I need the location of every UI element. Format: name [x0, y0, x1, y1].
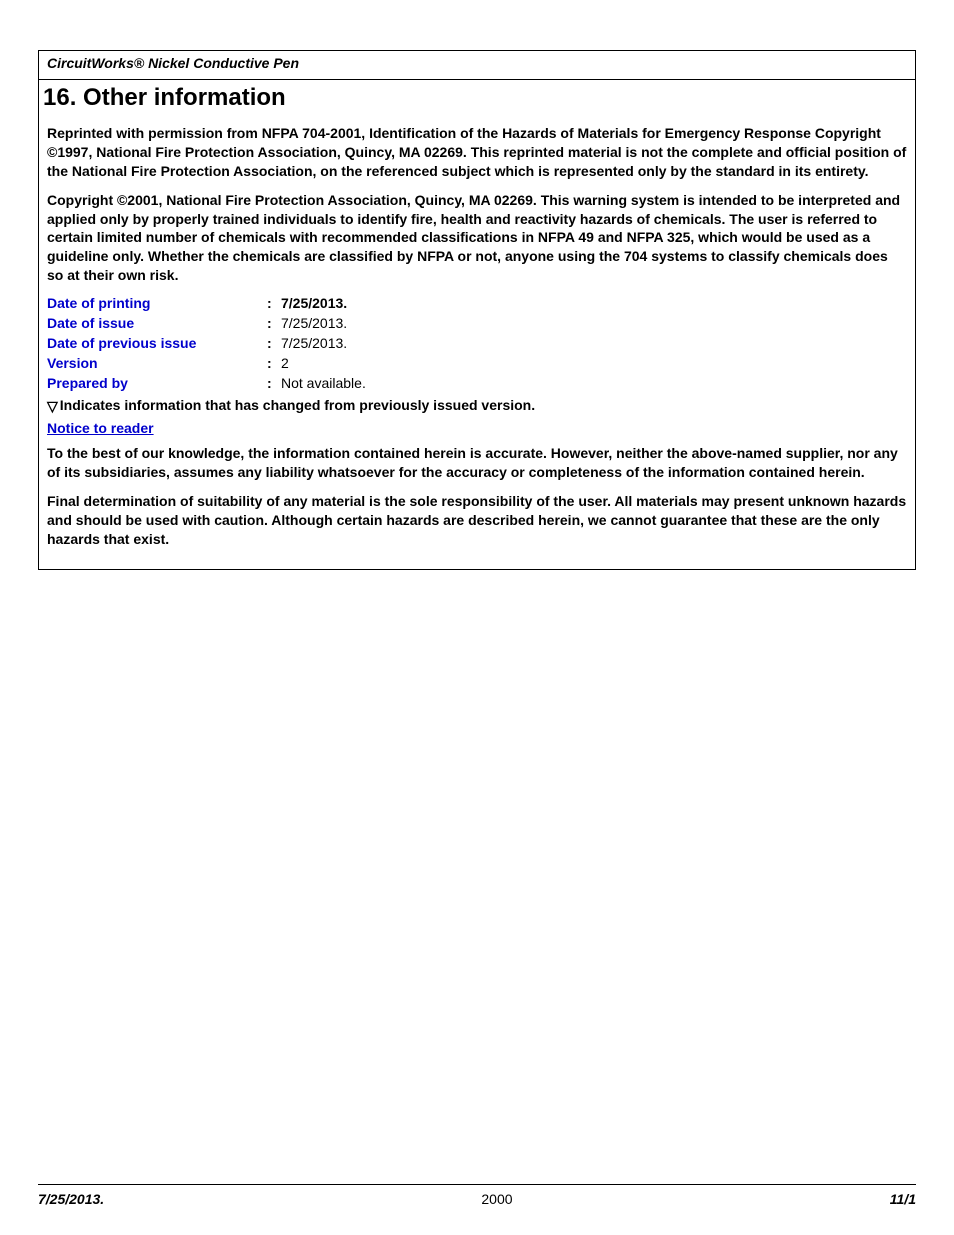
- change-indicator-icon: ▽: [47, 398, 58, 415]
- metadata-row: Date of issue:7/25/2013.: [47, 315, 907, 331]
- footer-code: 2000: [481, 1191, 512, 1207]
- card-header: CircuitWorks® Nickel Conductive Pen: [39, 51, 915, 80]
- metadata-row: Version:2: [47, 355, 907, 371]
- metadata-value: 7/25/2013.: [281, 315, 347, 331]
- metadata-value: 2: [281, 355, 289, 371]
- card-body: Reprinted with permission from NFPA 704-…: [39, 124, 915, 569]
- metadata-row: Prepared by:Not available.: [47, 375, 907, 391]
- metadata-value: Not available.: [281, 375, 366, 391]
- change-indicator-text: Indicates information that has changed f…: [60, 397, 535, 413]
- notice-paragraph-2: Final determination of suitability of an…: [47, 492, 907, 549]
- page: CircuitWorks® Nickel Conductive Pen 16. …: [0, 0, 954, 1235]
- product-name: CircuitWorks® Nickel Conductive Pen: [47, 55, 299, 71]
- footer-page-number: 11/1: [890, 1191, 916, 1207]
- metadata-value: 7/25/2013.: [281, 295, 347, 311]
- metadata-colon: :: [267, 315, 281, 331]
- metadata-colon: :: [267, 355, 281, 371]
- notice-paragraph-1: To the best of our knowledge, the inform…: [47, 444, 907, 482]
- metadata-label: Version: [47, 355, 267, 371]
- metadata-row: Date of printing:7/25/2013.: [47, 295, 907, 311]
- metadata-value: 7/25/2013.: [281, 335, 347, 351]
- page-footer: 7/25/2013. 2000 11/1: [38, 1184, 916, 1207]
- footer-date: 7/25/2013.: [38, 1191, 104, 1207]
- metadata-label: Prepared by: [47, 375, 267, 391]
- content-card: CircuitWorks® Nickel Conductive Pen 16. …: [38, 50, 916, 570]
- metadata-row: Date of previous issue:7/25/2013.: [47, 335, 907, 351]
- metadata-colon: :: [267, 295, 281, 311]
- nfpa-paragraph-2: Copyright ©2001, National Fire Protectio…: [47, 191, 907, 285]
- change-indicator-note: ▽Indicates information that has changed …: [47, 397, 907, 414]
- metadata-colon: :: [267, 335, 281, 351]
- metadata-colon: :: [267, 375, 281, 391]
- section-title: 16. Other information: [39, 80, 915, 116]
- nfpa-paragraph-1: Reprinted with permission from NFPA 704-…: [47, 124, 907, 181]
- metadata-label: Date of printing: [47, 295, 267, 311]
- metadata-table: Date of printing:7/25/2013.Date of issue…: [47, 295, 907, 391]
- notice-heading: Notice to reader: [47, 420, 907, 436]
- metadata-label: Date of previous issue: [47, 335, 267, 351]
- metadata-label: Date of issue: [47, 315, 267, 331]
